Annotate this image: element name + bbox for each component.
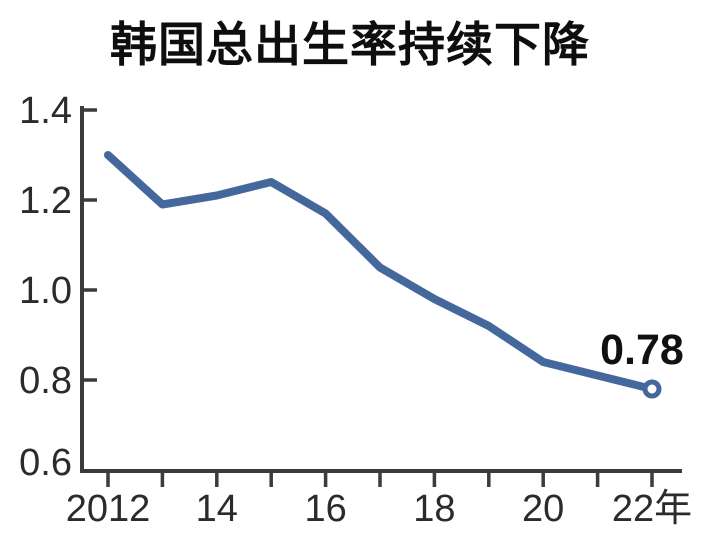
data-line	[104, 151, 656, 393]
chart-title: 韩国总出生率持续下降	[110, 18, 590, 71]
x-axis-tick-label: 14	[196, 488, 238, 530]
y-axis-tick-label: 1.2	[19, 180, 72, 222]
y-axis-tick-label: 1.4	[19, 90, 72, 132]
x-axis-tick-label: 16	[304, 488, 346, 530]
x-axis-tick-label: 20	[522, 488, 564, 530]
x-axis-tick-label: 22年	[612, 488, 692, 530]
x-axis-tick-label: 2012	[66, 488, 151, 530]
y-axis-tick-label: 1.0	[19, 270, 72, 312]
x-axis-tick-label: 18	[413, 488, 455, 530]
y-axis-tick-label: 0.6	[19, 442, 72, 484]
last-value-label: 0.78	[600, 326, 684, 374]
y-axis-tick-label: 0.8	[19, 360, 72, 402]
last-point-marker	[642, 379, 662, 399]
